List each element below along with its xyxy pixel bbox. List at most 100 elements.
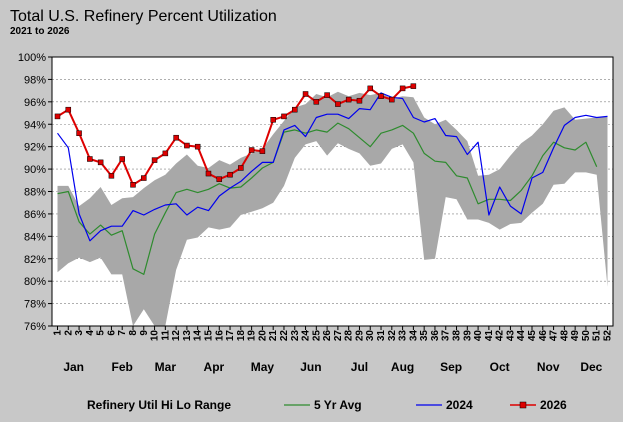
month-label: May bbox=[251, 360, 275, 374]
x-tick-label: 24 bbox=[301, 330, 312, 342]
data-point bbox=[324, 92, 330, 98]
month-label: Sep bbox=[440, 360, 462, 374]
x-tick-label: 2 bbox=[63, 330, 74, 336]
month-label: Oct bbox=[490, 360, 510, 374]
x-tick-label: 43 bbox=[505, 330, 516, 342]
x-tick-label: 47 bbox=[549, 330, 560, 342]
data-point bbox=[76, 130, 82, 136]
x-tick-label: 21 bbox=[268, 330, 279, 342]
data-point bbox=[313, 99, 320, 105]
data-point bbox=[97, 159, 104, 166]
x-tick-label: 1 bbox=[53, 330, 64, 336]
y-tick-label: 76% bbox=[24, 321, 46, 333]
x-tick-label: 18 bbox=[236, 330, 247, 342]
legend: Refinery Util Hi Lo Range 5 Yr Avg 2024 … bbox=[87, 398, 567, 412]
data-point bbox=[259, 148, 266, 154]
x-tick-label: 13 bbox=[182, 330, 193, 342]
data-point bbox=[184, 142, 190, 149]
x-tick-label: 46 bbox=[538, 330, 549, 342]
data-point bbox=[205, 170, 212, 177]
x-tick-label: 41 bbox=[484, 330, 495, 342]
x-tick-label: 14 bbox=[193, 330, 204, 342]
x-tick-label: 33 bbox=[398, 330, 409, 342]
month-label: Apr bbox=[204, 360, 225, 374]
x-tick-label: 27 bbox=[333, 330, 344, 342]
x-tick-label: 12 bbox=[171, 330, 182, 342]
x-tick-label: 40 bbox=[473, 330, 484, 342]
x-tick-label: 26 bbox=[322, 330, 333, 342]
legend-label-5yr-avg: 5 Yr Avg bbox=[314, 398, 362, 412]
x-tick-label: 49 bbox=[570, 330, 581, 342]
legend-marker-2026 bbox=[519, 401, 527, 409]
y-tick-label: 98% bbox=[24, 74, 46, 86]
data-point bbox=[227, 171, 233, 178]
x-tick-label: 38 bbox=[452, 330, 463, 342]
x-tick-label: 15 bbox=[203, 330, 214, 342]
data-point bbox=[378, 93, 384, 99]
data-point bbox=[389, 96, 395, 103]
x-tick-label: 9 bbox=[139, 330, 150, 336]
data-point bbox=[151, 157, 158, 163]
y-tick-label: 84% bbox=[24, 231, 46, 243]
y-tick-label: 82% bbox=[24, 254, 46, 266]
hi-lo-range-area bbox=[57, 91, 608, 326]
data-point bbox=[141, 175, 147, 181]
x-tick-label: 3 bbox=[74, 330, 85, 336]
x-tick-label: 20 bbox=[257, 330, 268, 342]
x-tick-label: 31 bbox=[376, 330, 387, 342]
x-tick-label: 36 bbox=[430, 330, 441, 342]
y-tick-label: 94% bbox=[24, 119, 46, 131]
series-line-2 bbox=[56, 85, 414, 186]
x-tick-label: 35 bbox=[419, 330, 430, 342]
data-point bbox=[302, 91, 309, 97]
x-tick-label: 50 bbox=[581, 330, 592, 342]
month-label: Jun bbox=[300, 360, 321, 374]
month-label: Feb bbox=[112, 360, 133, 374]
x-tick-label: 11 bbox=[160, 330, 171, 341]
y-tick-label: 88% bbox=[24, 187, 46, 199]
chart-title: Total U.S. Refinery Percent Utilization bbox=[10, 8, 277, 25]
x-tick-label: 22 bbox=[279, 330, 290, 342]
x-tick-label: 19 bbox=[247, 330, 258, 342]
data-point bbox=[345, 96, 352, 103]
y-tick-label: 96% bbox=[24, 97, 46, 109]
series-line-1 bbox=[57, 92, 608, 242]
x-tick-label: 10 bbox=[150, 330, 161, 342]
data-point bbox=[87, 156, 93, 162]
x-tick-label: 29 bbox=[354, 330, 365, 342]
data-point bbox=[65, 106, 72, 113]
data-point bbox=[335, 101, 341, 107]
legend-label-2024: 2024 bbox=[446, 398, 473, 412]
month-label: Dec bbox=[580, 360, 602, 374]
x-tick-label: 23 bbox=[290, 330, 301, 342]
month-label: Aug bbox=[391, 360, 414, 374]
x-tick-label: 44 bbox=[516, 330, 527, 342]
data-point bbox=[54, 113, 61, 120]
y-tick-label: 78% bbox=[24, 299, 46, 311]
x-tick-label: 52 bbox=[603, 330, 614, 342]
x-tick-label: 16 bbox=[214, 330, 225, 342]
y-tick-label: 100% bbox=[18, 52, 46, 64]
x-tick-label: 51 bbox=[592, 330, 603, 342]
month-label: Jul bbox=[351, 360, 368, 374]
y-tick-label: 92% bbox=[24, 142, 46, 154]
data-point bbox=[410, 83, 417, 89]
y-tick-label: 80% bbox=[24, 276, 46, 288]
y-axis-ticks: 76% 78% 80% 82% 84% 86% 88% 90% 92% 94% 96% 98% 100% bbox=[18, 52, 52, 333]
x-tick-label: 34 bbox=[408, 330, 419, 342]
data-point bbox=[281, 113, 287, 120]
data-point bbox=[194, 143, 201, 150]
x-tick-label: 28 bbox=[344, 330, 355, 342]
x-tick-label: 4 bbox=[85, 330, 96, 336]
x-tick-label: 30 bbox=[365, 330, 376, 342]
data-point bbox=[173, 134, 179, 141]
data-point bbox=[356, 97, 363, 104]
x-tick-label: 17 bbox=[225, 330, 236, 342]
data-point bbox=[162, 150, 169, 157]
x-tick-label: 45 bbox=[527, 330, 538, 342]
data-point bbox=[119, 156, 125, 162]
x-tick-label: 48 bbox=[559, 330, 570, 342]
series-markers bbox=[54, 83, 417, 188]
legend-label-2026: 2026 bbox=[540, 398, 567, 412]
